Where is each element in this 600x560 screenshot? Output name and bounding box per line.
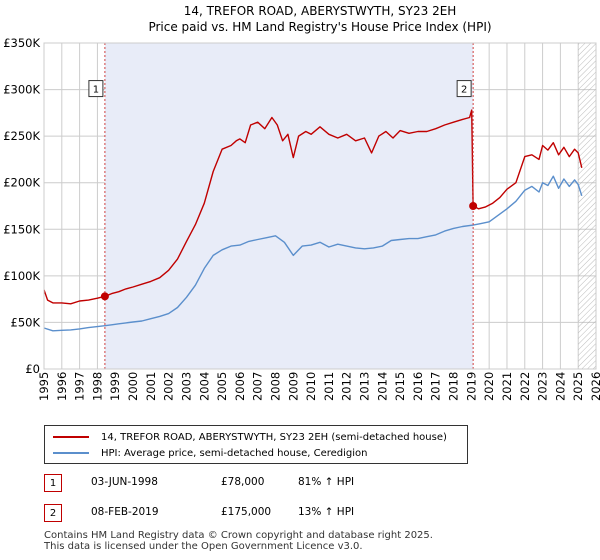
x-tick-label: 1995: [37, 372, 51, 401]
legend: 14, TREFOR ROAD, ABERYSTWYTH, SY23 2EH (…: [44, 425, 468, 464]
x-tick-label: 1997: [73, 372, 87, 401]
y-tick-label: £350K: [3, 36, 40, 50]
legend-item-hpi: HPI: Average price, semi-detached house,…: [53, 445, 368, 461]
y-tick-label: £100K: [3, 269, 40, 283]
shaded-ownership-period: [104, 43, 474, 369]
x-tick-label: 2005: [215, 372, 229, 401]
x-tick-label: 2022: [518, 372, 532, 401]
sale-point-2: [469, 202, 478, 210]
series-lines: [43, 109, 583, 332]
legend-swatch-red: [53, 436, 89, 438]
legend-label-hpi: HPI: Average price, semi-detached house,…: [101, 447, 368, 459]
x-tick-label: 2006: [233, 372, 247, 401]
sale-date-1: 03-JUN-1998: [91, 476, 158, 488]
x-tick-label: 2026: [589, 372, 600, 401]
x-tick-label: 2023: [536, 372, 550, 401]
x-tick-label: 2017: [429, 372, 443, 401]
sale-price-1: £78,000: [221, 476, 265, 488]
x-tick-label: 2020: [482, 372, 496, 401]
x-tick-label: 2003: [179, 372, 193, 401]
x-tick-label: 2016: [411, 372, 425, 401]
ownership-shading: [104, 43, 474, 369]
x-tick-label: 2015: [393, 372, 407, 401]
x-tick-label: 2019: [464, 372, 478, 401]
sale-price-2: £175,000: [221, 506, 272, 518]
legend-swatch-blue: [53, 452, 89, 454]
x-tick-label: 2021: [500, 372, 514, 401]
x-tick-label: 2009: [286, 372, 300, 401]
y-tick-label: £50K: [11, 315, 41, 329]
forecast-region: [578, 43, 596, 369]
property-price-line: [43, 109, 583, 305]
x-tick-label: 2013: [358, 372, 372, 401]
sale-date-2: 08-FEB-2019: [91, 506, 159, 518]
x-tick-label: 1999: [108, 372, 122, 401]
x-tick-label: 2008: [268, 372, 282, 401]
y-tick-label: £250K: [3, 129, 40, 143]
sale-badge-2: 2: [44, 504, 62, 522]
x-tick-label: 2000: [126, 372, 140, 401]
sale-hpi-1: 81% ↑ HPI: [298, 476, 355, 488]
y-tick-label: £200K: [3, 176, 40, 190]
x-tick-label: 2024: [553, 372, 567, 401]
footer-licence: This data is licensed under the Open Gov…: [44, 541, 363, 552]
x-tick-label: 2018: [447, 372, 461, 401]
footer: Contains HM Land Registry data © Crown c…: [44, 530, 433, 552]
hpi-line: [43, 175, 583, 332]
sale-label-box-1: [88, 80, 104, 98]
chart-title: 14, TREFOR ROAD, ABERYSTWYTH, SY23 2EH: [184, 4, 457, 18]
x-tick-label: 2001: [144, 372, 158, 401]
x-tick-label: 2002: [162, 372, 176, 401]
x-tick-label: 1998: [90, 372, 104, 401]
sale-label-box-2: [456, 80, 472, 98]
y-tick-label: £0: [25, 362, 40, 376]
x-tick-label: 1996: [55, 372, 69, 401]
sale-badge-1: 1: [44, 474, 62, 492]
x-tick-label: 2007: [251, 372, 265, 401]
axes: £0 £50K £100K £150K £200K £250K £300K £350K 1995…: [3, 36, 600, 401]
y-tick-label: £300K: [3, 83, 40, 97]
sale-hpi-2: 13% ↑ HPI: [298, 506, 355, 518]
legend-item-property: 14, TREFOR ROAD, ABERYSTWYTH, SY23 2EH (…: [53, 429, 447, 445]
legend-label-property: 14, TREFOR ROAD, ABERYSTWYTH, SY23 2EH (…: [101, 431, 447, 443]
sale-label-1: 1: [93, 85, 99, 96]
x-tick-label: 2025: [571, 372, 585, 401]
forecast-hatch: [578, 43, 596, 369]
sale-label-2: 2: [461, 85, 467, 96]
y-tick-label: £150K: [3, 222, 40, 236]
sale-point-1: [100, 292, 109, 301]
footer-copyright: Contains HM Land Registry data © Crown c…: [44, 530, 433, 541]
chart-subtitle: Price paid vs. HM Land Registry's House …: [148, 20, 491, 34]
x-tick-label: 2014: [375, 372, 389, 401]
x-tick-label: 2004: [197, 372, 211, 401]
x-tick-label: 2012: [340, 372, 354, 401]
plot-frame: [43, 42, 597, 370]
x-tick-label: 2011: [322, 372, 336, 401]
x-tick-label: 2010: [304, 372, 318, 401]
